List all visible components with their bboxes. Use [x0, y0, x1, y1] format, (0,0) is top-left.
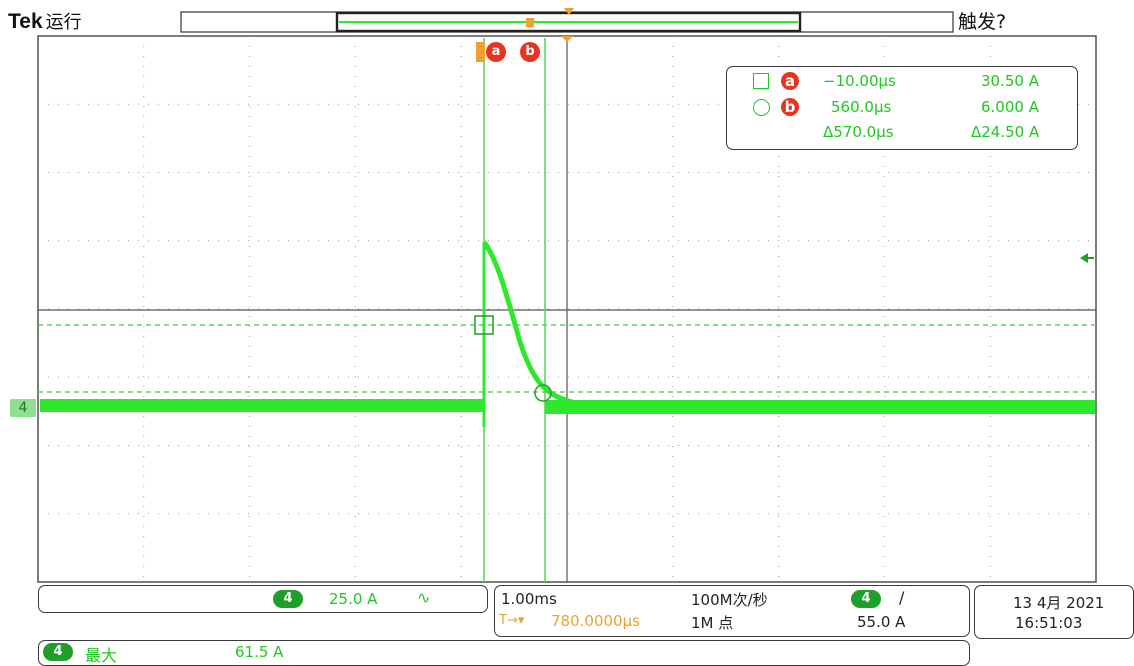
circle-icon	[753, 99, 770, 116]
cursor-a-value: 30.50 A	[981, 72, 1039, 90]
channel-4-waveform	[40, 240, 1095, 427]
timebase-panel[interactable]: 1.00ms 100M次/秒 T→▾ 780.0000µs 1M 点 4 / 5…	[494, 585, 970, 637]
time: 16:51:03	[1015, 614, 1083, 632]
sample-rate: 100M次/秒	[691, 591, 768, 609]
trigger-source-pill: 4	[851, 590, 881, 608]
trigger-time-marker	[476, 42, 485, 62]
delta-value: Δ24.50 A	[971, 123, 1040, 141]
trigger-level-icon	[1080, 253, 1088, 263]
cursor-a-badge[interactable]: a	[486, 42, 506, 62]
cursor-b-badge[interactable]: b	[520, 42, 540, 62]
cursor-a-readout-badge: a	[781, 72, 799, 90]
cursor-a-marker	[474, 315, 494, 335]
record-position-bar	[180, 8, 954, 33]
cursor-b-marker	[534, 384, 552, 402]
date: 13 4月 2021	[1013, 594, 1105, 612]
measurement-panel[interactable]: 4 最大 61.5 A	[38, 640, 970, 666]
cursor-readout-panel[interactable]: a −10.00µs 30.50 A b 560.0µs 6.000 A Δ57…	[726, 66, 1078, 150]
channel-4-scale-panel[interactable]: 4 25.0 A ∿	[38, 585, 488, 613]
record-length: 1M 点	[691, 614, 734, 632]
horizontal-scale: 1.00ms	[501, 590, 557, 608]
channel-4-pill: 4	[273, 590, 303, 608]
measurement-value: 61.5 A	[235, 643, 284, 661]
trigger-status: 触发?	[958, 11, 1007, 33]
cursor-b-time: 560.0µs	[831, 98, 892, 116]
coupling-icon: ∿	[417, 588, 431, 607]
measurement-label: 最大	[85, 646, 118, 665]
vertical-scale: 25.0 A	[329, 590, 378, 608]
trigger-position-icon	[561, 36, 573, 42]
cursor-b-value: 6.000 A	[981, 98, 1039, 116]
trigger-position-icon: T→▾	[499, 613, 525, 628]
trigger-slope-icon: /	[899, 588, 905, 607]
square-icon	[753, 73, 769, 89]
cursor-a-time: −10.00µs	[823, 72, 896, 90]
cursor-b-readout-badge: b	[781, 98, 799, 116]
run-state: 运行	[45, 12, 82, 33]
measurement-channel-pill: 4	[43, 643, 73, 661]
delta-time: Δ570.0µs	[823, 123, 894, 141]
horizontal-delay: 780.0000µs	[551, 612, 640, 630]
trigger-level: 55.0 A	[857, 613, 906, 631]
brand-logo: Tek 运行	[8, 10, 82, 35]
channel-4-ground-marker[interactable]: 4	[10, 399, 36, 417]
datetime-panel: 13 4月 2021 16:51:03	[974, 585, 1134, 639]
brand-name: Tek	[8, 10, 43, 33]
